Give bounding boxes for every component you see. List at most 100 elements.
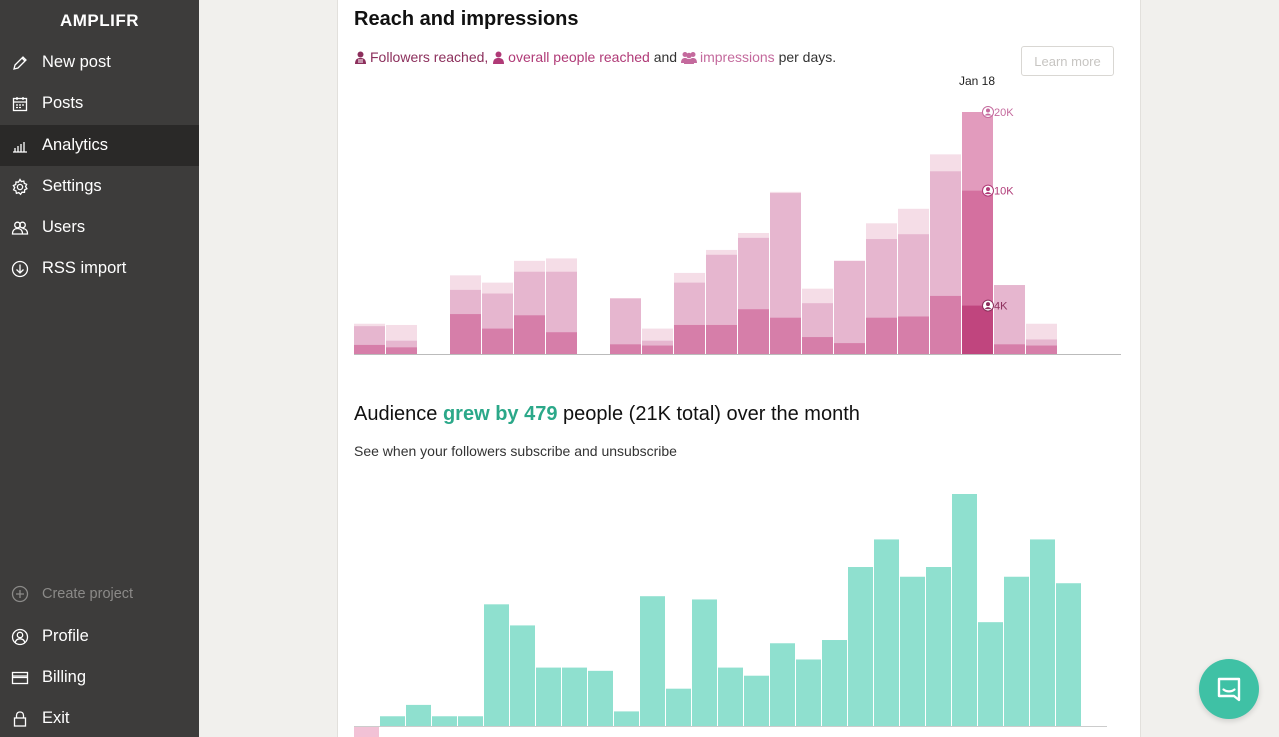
legend-impressions: impressions (699, 49, 775, 65)
reach-followers-bar (674, 324, 705, 354)
legend-followers: Followers reached, (370, 49, 489, 65)
legend-and: and (653, 49, 678, 65)
nav-label: Posts (42, 94, 84, 112)
nav-profile[interactable]: Profile (0, 616, 199, 657)
audience-bar (744, 675, 769, 726)
nav-label: Create project (42, 585, 134, 602)
reach-followers-bar (450, 314, 481, 354)
nav-exit[interactable]: Exit (0, 698, 199, 737)
overall-marker-body (984, 192, 992, 195)
audience-bar (666, 688, 691, 726)
nav-label: Settings (42, 177, 102, 195)
profile-icon (11, 628, 29, 646)
credit-card-icon (11, 669, 29, 687)
audience-bar (952, 494, 977, 726)
nav-label: Billing (42, 668, 87, 686)
lock-icon (11, 710, 29, 728)
gear-icon (11, 177, 29, 196)
nav-settings[interactable]: Settings (0, 166, 199, 207)
users-icon (11, 219, 29, 237)
audience-bar (536, 667, 561, 726)
audience-bar (848, 567, 873, 726)
audience-bar (978, 622, 1003, 726)
nav-label: Users (42, 218, 86, 236)
legend-per: per days. (778, 49, 837, 65)
download-circle-icon (11, 260, 29, 278)
audience-bar (458, 716, 483, 726)
audience-bar (432, 716, 457, 726)
reach-followers-bar (770, 317, 801, 354)
audience-bar (588, 670, 613, 726)
overall-marker-head (986, 187, 990, 192)
audience-title-suffix: people (21K total) over the month (563, 403, 860, 425)
audience-bar (406, 704, 431, 726)
audience-growth: grew by 479 (442, 403, 558, 425)
reach-overall-bar (994, 285, 1025, 354)
overall-value-label: 10K (994, 186, 1014, 198)
plus-circle-icon (11, 585, 29, 603)
reach-followers-bar (866, 317, 897, 354)
nav-billing[interactable]: Billing (0, 657, 199, 698)
reach-followers-bar (706, 324, 737, 354)
audience-bar (484, 604, 509, 726)
reach-followers-bar (610, 344, 641, 354)
audience-bar (796, 659, 821, 726)
highlight-date-label: Jan 18 (959, 74, 995, 88)
reach-followers-bar (930, 295, 961, 354)
reach-followers-bar (482, 328, 513, 354)
nav-create-project[interactable]: Create project (0, 573, 199, 614)
follower-person-icon (355, 51, 366, 64)
audience-bar (1030, 539, 1055, 726)
impressions-marker-head (986, 108, 990, 113)
nav-new-post[interactable]: New post (0, 42, 199, 83)
learn-more-button[interactable]: Learn more (1021, 46, 1114, 76)
reach-followers-bar (546, 332, 577, 354)
sidebar: AMPLIFR New post Posts Analytics Setting… (0, 0, 199, 737)
people-group-icon (680, 51, 697, 64)
audience-subtitle: See when your followers subscribe and un… (354, 443, 677, 459)
nav-posts[interactable]: Posts (0, 83, 199, 124)
nav-label: RSS import (42, 259, 127, 277)
calendar-icon (11, 95, 29, 113)
chat-icon (1217, 677, 1241, 702)
audience-bar-negative (354, 727, 379, 737)
impressions-value-label: 20K (994, 107, 1014, 119)
reach-overall-bar (834, 260, 865, 354)
reach-followers-bar (514, 315, 545, 354)
audience-bar (1056, 583, 1081, 726)
audience-bar (822, 640, 847, 726)
audience-bar (614, 711, 639, 726)
reach-followers-bar (386, 347, 417, 354)
legend-overall: overall people reached (508, 49, 650, 65)
audience-bar (510, 625, 535, 726)
nav-rss-import[interactable]: RSS import (0, 248, 199, 289)
audience-bar (562, 667, 587, 726)
reach-followers-bar (1026, 345, 1057, 354)
reach-legend: Followers reached, overall people reache… (354, 49, 836, 65)
nav-analytics[interactable]: Analytics (0, 125, 199, 166)
nav-label: New post (42, 53, 111, 71)
reach-followers-bar (354, 344, 385, 354)
nav-label: Analytics (42, 136, 109, 154)
audience-bar (692, 599, 717, 726)
impressions-marker-body (984, 113, 992, 116)
audience-title-prefix: Audience (354, 403, 438, 425)
pencil-icon (11, 54, 29, 72)
reach-followers-bar (834, 343, 865, 354)
nav-users[interactable]: Users (0, 207, 199, 248)
audience-title: Audience grew by 479 people (21K total) … (354, 403, 860, 426)
chat-button[interactable] (1199, 659, 1259, 719)
reach-followers-bar (898, 316, 929, 354)
followers-marker-head (986, 302, 990, 307)
brand-logo[interactable]: AMPLIFR (59, 11, 140, 30)
reach-followers-bar (642, 345, 673, 354)
audience-bar (718, 667, 743, 726)
reach-followers-bar (994, 344, 1025, 354)
followers-marker-body (984, 307, 992, 310)
audience-bar (380, 716, 405, 726)
reach-followers-bar (738, 309, 769, 354)
audience-bar (640, 596, 665, 726)
audience-bar (926, 567, 951, 726)
reach-followers-bar (802, 337, 833, 354)
